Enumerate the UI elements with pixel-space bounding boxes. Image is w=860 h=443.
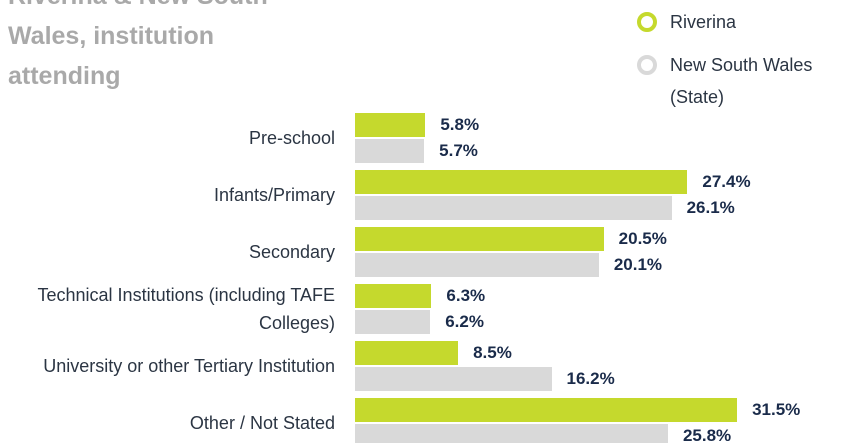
- value-label: 6.2%: [445, 312, 484, 331]
- bar: [355, 310, 431, 334]
- category-label: University or other Tertiary Institution: [43, 356, 335, 376]
- value-label: 8.5%: [473, 343, 512, 362]
- legend-marker: [637, 55, 657, 75]
- bar: [355, 170, 688, 194]
- value-label: 27.4%: [702, 172, 751, 191]
- bar: [355, 139, 425, 163]
- category-label: Infants/Primary: [213, 185, 335, 205]
- bar: [355, 253, 599, 277]
- value-label: 5.8%: [440, 115, 480, 134]
- legend-label: Riverina: [670, 12, 737, 32]
- value-label: 20.1%: [613, 255, 663, 274]
- value-label: 6.3%: [446, 286, 486, 305]
- bar: [355, 398, 738, 422]
- chart-title: Riverina & New South Wales, institution …: [8, 0, 268, 90]
- value-label: 26.1%: [686, 198, 735, 217]
- value-label: 16.2%: [566, 369, 615, 388]
- legend-marker: [637, 12, 657, 32]
- value-label: 25.8%: [682, 426, 732, 443]
- value-label: 20.5%: [618, 229, 667, 248]
- bar: [355, 227, 604, 251]
- category-label: Pre-school: [248, 128, 335, 148]
- bar: [355, 284, 432, 308]
- category-label: Secondary: [248, 242, 335, 262]
- value-label: 31.5%: [752, 400, 801, 419]
- legend-label: New South Wales (State): [670, 55, 813, 107]
- bar: [355, 113, 426, 137]
- category-label: Technical Institutions (including TAFE C…: [37, 285, 335, 333]
- bar: [355, 424, 668, 443]
- bar: [355, 341, 459, 365]
- bar: [355, 367, 552, 391]
- bar: [355, 196, 672, 220]
- value-label: 5.7%: [439, 141, 478, 160]
- category-label: Other / Not Stated: [189, 413, 335, 433]
